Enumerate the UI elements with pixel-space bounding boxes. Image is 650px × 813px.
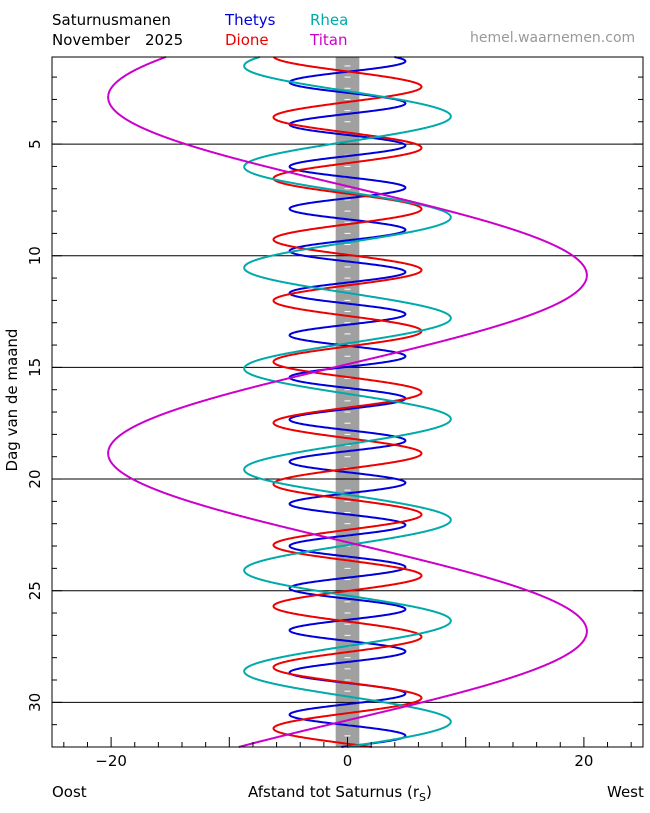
legend-dione: Dione: [225, 31, 269, 49]
legend-titan: Titan: [310, 31, 348, 49]
x-tick-label: 20: [574, 752, 593, 770]
y-tick-label: 15: [26, 358, 44, 377]
y-tick-label: 5: [26, 139, 44, 149]
source-label: hemel.waarnemen.com: [470, 30, 636, 46]
moon-curve-rhea: [243, 56, 452, 748]
x-axis-label-close: ): [426, 783, 432, 801]
y-axis-label: Dag van de maand: [3, 328, 21, 472]
chart-title: Saturnusmanen: [52, 11, 171, 29]
legend-rhea: Rhea: [310, 11, 349, 29]
legend-thetys: Thetys: [225, 11, 276, 29]
saturn-band: [335, 57, 360, 747]
chart-subtitle-year: 2025: [145, 31, 184, 49]
east-label: Oost: [52, 783, 87, 801]
x-tick-label: 0: [343, 752, 353, 770]
x-axis-label-sub: S: [419, 791, 427, 804]
chart-subtitle-month: November: [52, 31, 131, 49]
x-axis-label-main: Afstand tot Saturnus (r: [248, 783, 420, 801]
x-tick-label: −20: [95, 752, 127, 770]
y-tick-label: 20: [26, 469, 44, 488]
x-axis-label: Afstand tot Saturnus (rS): [248, 783, 432, 804]
west-label: West: [607, 783, 644, 801]
y-tick-label: 30: [26, 693, 44, 712]
moon-curve-titan: [107, 56, 588, 748]
y-tick-label: 25: [26, 581, 44, 600]
y-tick-label: 10: [26, 246, 44, 265]
